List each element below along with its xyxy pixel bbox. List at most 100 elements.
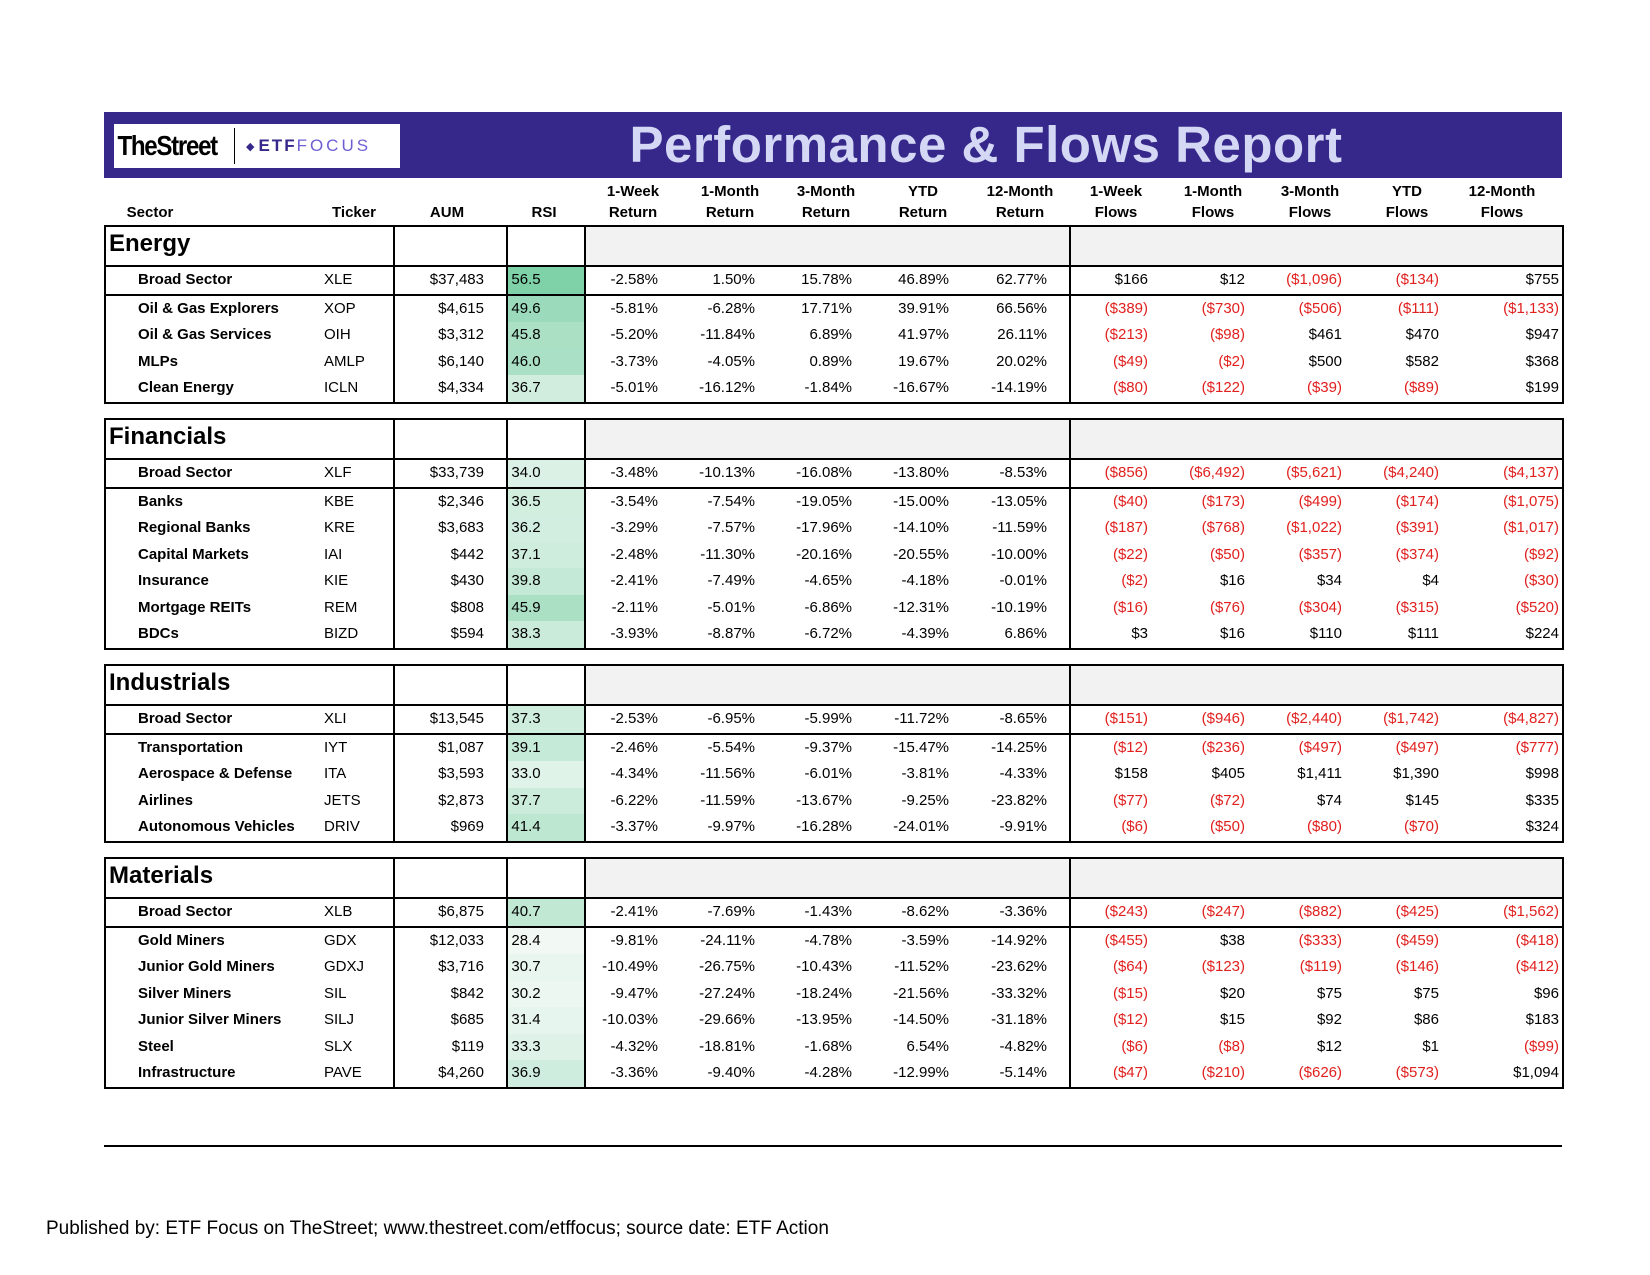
cell-aum: $685: [450, 1011, 484, 1028]
cell-aum: $2,346: [438, 492, 484, 510]
cell-flow-3m: ($333): [1298, 931, 1342, 949]
cell-flow-12m: $368: [1525, 352, 1559, 370]
section-header-shade: [1069, 227, 1562, 265]
cell-sector: Oil & Gas Services: [138, 326, 272, 343]
cell-ret-1w: -3.93%: [610, 625, 658, 642]
cell-ret-3m: -16.08%: [796, 464, 852, 481]
cell-sector: Mortgage REITs: [138, 598, 252, 616]
cell-flow-12m: ($520): [1515, 598, 1559, 616]
cell-flow-3m: ($304): [1298, 598, 1342, 616]
cell-flow-1m: ($210): [1201, 1064, 1245, 1081]
thestreet-logo: TheStreet: [117, 130, 218, 161]
cell-flow-1m: ($8): [1218, 1037, 1245, 1055]
cell-flow-12m: $324: [1525, 818, 1559, 835]
cell-rsi: 39.1: [511, 738, 541, 756]
cell-ret-1w: -2.41%: [610, 572, 658, 589]
cell-flow-3m: $12: [1316, 1037, 1342, 1055]
cell-ticker: DRIV: [324, 818, 360, 835]
rsi-heat-cell: [506, 541, 584, 568]
cell-flow-ytd: $470: [1405, 326, 1439, 343]
column-divider: [506, 420, 508, 648]
rsi-heat-cell: [506, 568, 584, 595]
cell-flow-3m: ($1,022): [1286, 519, 1342, 536]
cell-ret-1m: -6.28%: [707, 299, 755, 317]
cell-rsi: 31.4: [511, 1011, 541, 1028]
cell-ret-3m: -19.05%: [796, 492, 852, 510]
cell-sector: Broad Sector: [138, 271, 233, 288]
rsi-heat-cell: [506, 954, 584, 981]
cell-rsi: 39.8: [511, 572, 541, 589]
cell-ret-1m: -9.97%: [707, 818, 755, 835]
column-divider: [506, 666, 508, 841]
column-divider: [393, 420, 395, 648]
cell-flow-12m: ($1,562): [1503, 903, 1559, 920]
cell-ret-ytd: -14.10%: [893, 519, 949, 536]
rsi-heat-cell: [506, 267, 584, 294]
cell-ret-ytd: -9.25%: [901, 791, 949, 809]
cell-ret-1w: -5.81%: [610, 299, 658, 317]
cell-ret-ytd: 41.97%: [898, 326, 949, 343]
cell-ticker: IYT: [324, 738, 348, 756]
cell-ret-ytd: -15.00%: [893, 492, 949, 510]
cell-ret-ytd: -21.56%: [893, 984, 949, 1002]
cell-ret-ytd: -8.62%: [901, 903, 949, 920]
cell-flow-1m: ($98): [1209, 326, 1245, 343]
cell-ret-ytd: 19.67%: [898, 352, 949, 370]
cell-ret-3m: -18.24%: [796, 984, 852, 1002]
cell-flow-ytd: ($70): [1403, 818, 1439, 835]
rsi-heat-cell: [506, 980, 584, 1007]
rsi-heat-cell: [506, 515, 584, 542]
bottom-divider: [104, 1145, 1562, 1147]
section-title: Energy: [109, 230, 191, 257]
cell-ret-ytd: -15.47%: [893, 738, 949, 756]
cell-ticker: ICLN: [324, 379, 359, 396]
cell-flow-3m: ($39): [1306, 379, 1342, 396]
cell-ret-1m: -11.56%: [700, 765, 755, 782]
cell-flow-ytd: ($1,742): [1383, 710, 1439, 727]
column-divider: [584, 420, 586, 648]
cell-flow-1w: ($243): [1104, 903, 1148, 920]
cell-flow-3m: $92: [1316, 1011, 1342, 1028]
cell-flow-3m: ($119): [1299, 958, 1342, 975]
section-header-shade: [584, 420, 1069, 458]
cell-rsi: 36.7: [511, 379, 541, 396]
cell-flow-1w: ($22): [1112, 545, 1148, 563]
cell-ret-ytd: -3.59%: [901, 931, 949, 949]
cell-ret-1m: -29.66%: [699, 1011, 755, 1028]
table-row: Regional Banks KRE $3,683 36.2 -3.29% -7.57% -…: [106, 515, 1562, 542]
column-header-flow-3m: 3-Month Flows: [1280, 183, 1340, 221]
cell-flow-ytd: $1,390: [1393, 765, 1439, 782]
cell-ret-3m: -13.95%: [796, 1011, 852, 1028]
cell-flow-1m: $16: [1219, 625, 1245, 642]
cell-flow-1w: ($2): [1121, 572, 1148, 589]
section-header-shade: [1069, 859, 1562, 897]
cell-rsi: 36.5: [511, 492, 541, 510]
cell-ret-3m: -9.37%: [804, 738, 852, 756]
cell-flow-1w: ($389): [1104, 299, 1148, 317]
rsi-heat-cell: [506, 348, 584, 375]
table-row: Junior Gold Miners GDXJ $3,716 30.7 -10.49% -…: [106, 954, 1562, 981]
cell-flow-12m: $998: [1525, 765, 1559, 782]
table-row: Insurance KIE $430 39.8 -2.41% -7.49% -4.65% -4…: [106, 568, 1562, 595]
cell-sector: Gold Miners: [138, 931, 225, 949]
cell-ret-1m: -27.24%: [699, 984, 755, 1002]
logo-divider: [234, 128, 235, 164]
cell-ticker: XLE: [324, 271, 353, 288]
cell-aum: $33,739: [429, 464, 484, 481]
report-header-bar: TheStreet ◆ ETFFOCUS Performance & Flows …: [104, 112, 1562, 178]
cell-rsi: 37.3: [511, 710, 541, 727]
cell-rsi: 36.9: [511, 1064, 541, 1081]
cell-flow-1w: ($16): [1112, 598, 1148, 616]
cell-ret-1w: -3.73%: [610, 352, 658, 370]
cell-flow-3m: $1,411: [1297, 765, 1342, 782]
cell-ticker: XOP: [324, 299, 356, 317]
cell-sector: Infrastructure: [138, 1064, 236, 1081]
cell-flow-12m: $199: [1525, 379, 1559, 396]
cell-ret-3m: -1.68%: [804, 1037, 852, 1055]
section-header: Materials: [106, 859, 1562, 899]
column-header-ret-1w: 1-Week Return: [606, 183, 660, 221]
cell-flow-3m: $500: [1308, 352, 1342, 370]
cell-flow-1m: ($2): [1218, 352, 1245, 370]
cell-flow-1w: ($77): [1112, 791, 1148, 809]
cell-flow-1m: $15: [1219, 1011, 1245, 1028]
